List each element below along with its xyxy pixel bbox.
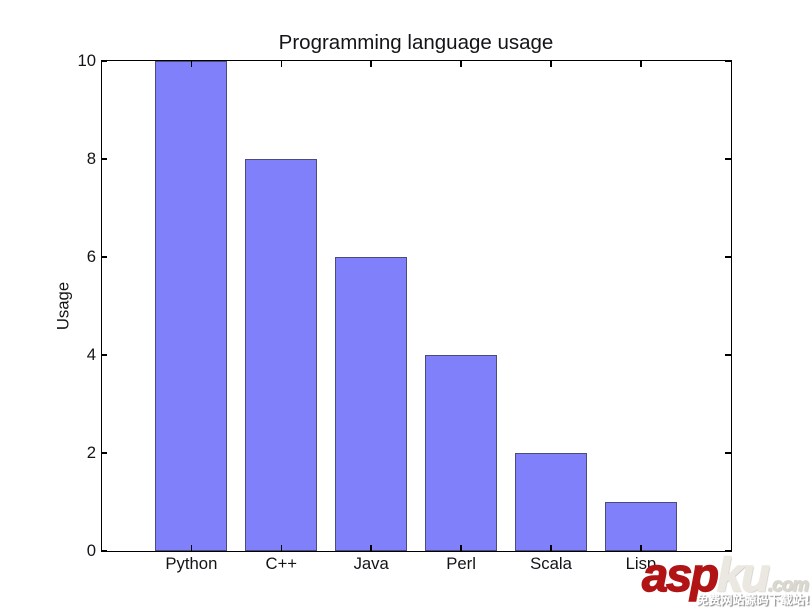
axes-frame xyxy=(100,60,733,553)
y-tick-label: 0 xyxy=(86,541,96,560)
y-tick-left xyxy=(101,354,107,356)
x-tick-bottom xyxy=(640,545,642,551)
x-tick-label: Python xyxy=(165,554,218,574)
y-tick-right xyxy=(725,256,731,258)
y-tick-label: 8 xyxy=(86,149,96,169)
y-axis-label: Usage xyxy=(53,281,73,331)
chart-title: Programming language usage xyxy=(278,30,554,54)
bar-python xyxy=(155,61,228,551)
x-tick-top xyxy=(190,61,193,67)
y-tick-label: 2 xyxy=(86,443,96,463)
x-tick-top xyxy=(550,61,552,67)
y-tick-right xyxy=(725,550,731,552)
bar-c xyxy=(245,159,318,551)
y-tick-right xyxy=(725,60,731,62)
x-tick-top xyxy=(280,61,283,67)
y-tick-right xyxy=(725,354,731,356)
x-tick-label: C++ xyxy=(265,554,298,574)
y-tick-left xyxy=(101,256,107,258)
x-tick-bottom xyxy=(550,545,552,551)
x-tick-top xyxy=(370,61,372,67)
watermark-brand-com: .com xyxy=(767,575,809,596)
bar-perl xyxy=(425,354,498,551)
y-tick-label: 4 xyxy=(86,345,96,365)
y-tick-left xyxy=(101,158,107,160)
x-tick-label: Lisp xyxy=(625,554,657,574)
x-tick-label: Java xyxy=(353,554,389,574)
x-tick-bottom xyxy=(460,545,462,551)
y-tick-label: 10 xyxy=(77,51,96,71)
bar-java xyxy=(335,257,408,551)
y-tick-left xyxy=(101,452,107,454)
x-tick-label: Scala xyxy=(530,554,572,574)
watermark-brand-ku: ku xyxy=(716,548,770,601)
bar-scala xyxy=(515,452,587,551)
watermark-tagline: 免费网站源码下载站! xyxy=(696,593,810,607)
y-tick-label: 6 xyxy=(86,247,96,267)
bar-lisp xyxy=(604,501,677,551)
y-tick-left xyxy=(101,550,107,552)
x-tick-bottom xyxy=(370,545,372,551)
y-tick-right xyxy=(725,158,731,160)
x-tick-label: Perl xyxy=(446,554,476,574)
y-tick-right xyxy=(725,452,731,454)
y-tick-left xyxy=(101,60,107,62)
x-tick-top xyxy=(460,61,462,67)
x-tick-bottom xyxy=(190,545,193,551)
x-tick-top xyxy=(640,61,642,67)
x-tick-bottom xyxy=(280,545,283,551)
